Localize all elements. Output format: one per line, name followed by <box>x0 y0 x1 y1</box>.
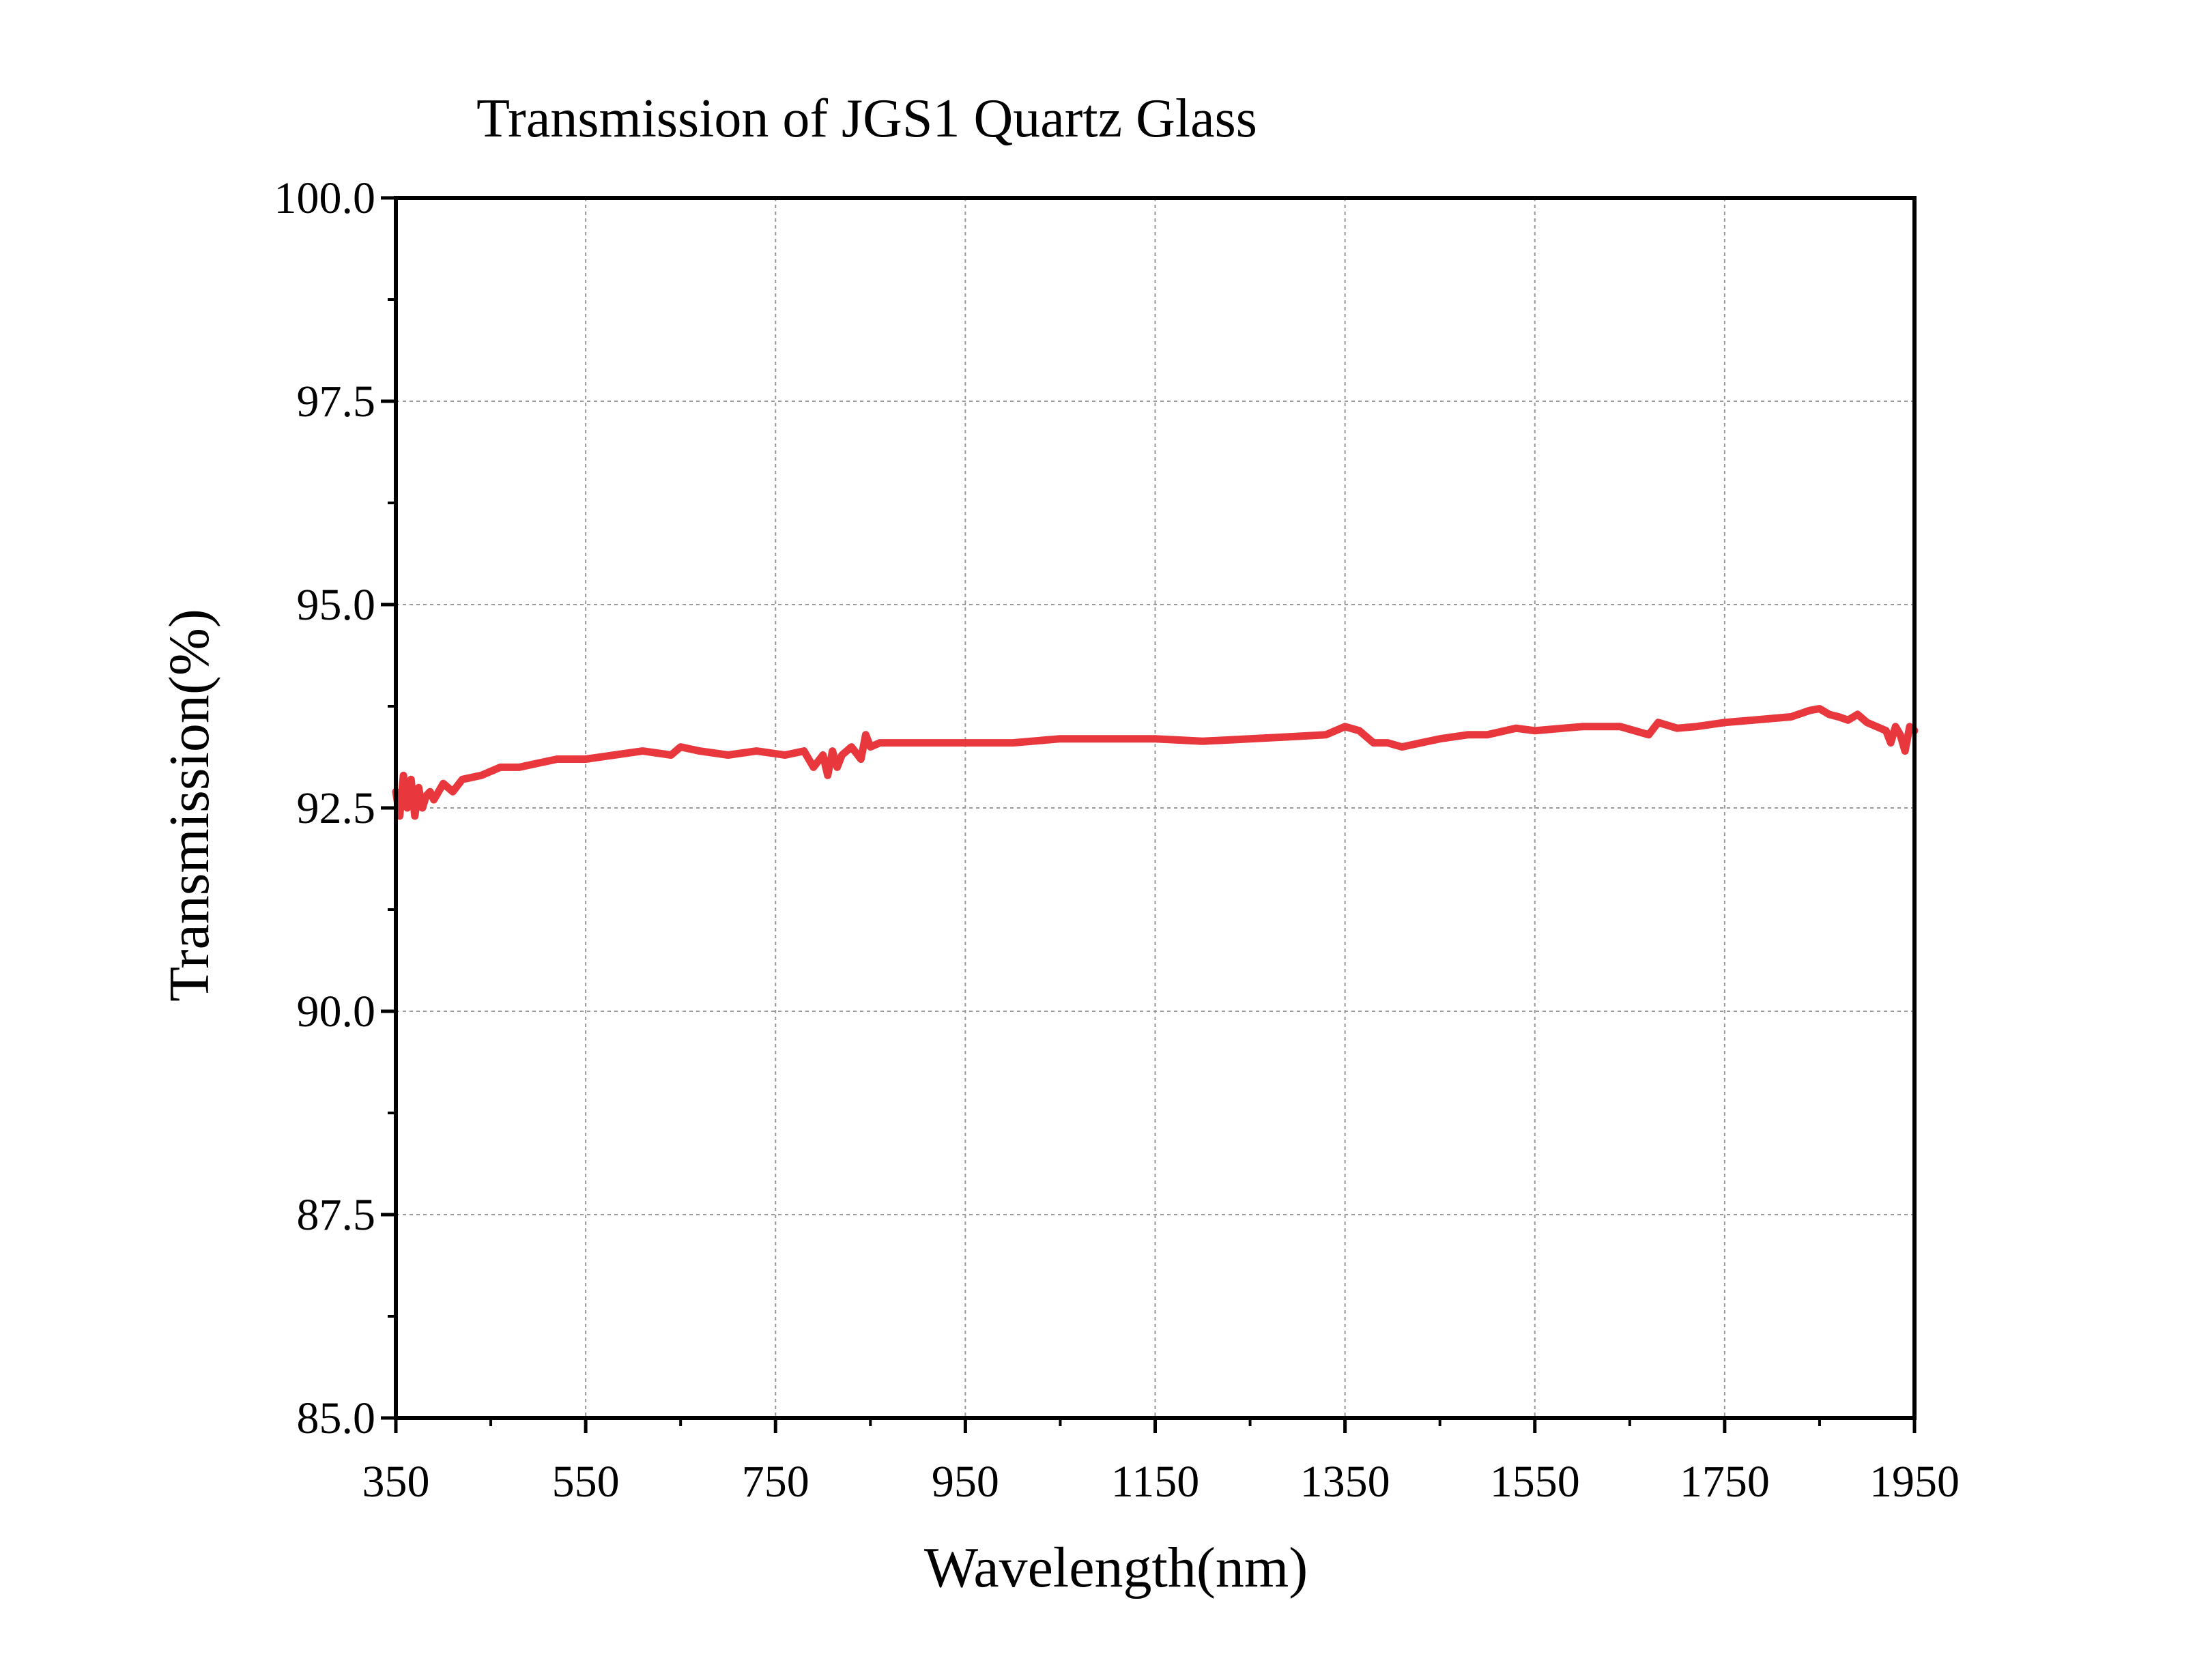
y-axis-label: Transmission(%) <box>158 609 221 1002</box>
tick-labels: 350 550 750 950 1150 1350 1550 1750 1950 85.0 87.5… <box>274 173 1960 1507</box>
y-tick-label: 100.0 <box>274 173 376 223</box>
y-tick-label: 85.0 <box>297 1393 376 1443</box>
y-tick-label: 87.5 <box>297 1190 376 1240</box>
x-tick-label: 950 <box>932 1457 999 1507</box>
x-tick-label: 1750 <box>1680 1457 1770 1507</box>
axis-ticks <box>381 196 1917 1433</box>
series-layer <box>392 705 1919 820</box>
y-tick-label: 90.0 <box>297 987 376 1037</box>
grid-lines <box>396 198 1914 1418</box>
x-tick-label: 1350 <box>1300 1457 1390 1507</box>
x-tick-label: 350 <box>362 1457 430 1507</box>
x-tick-label: 1550 <box>1490 1457 1580 1507</box>
x-tick-label: 750 <box>742 1457 809 1507</box>
series-line-transmission <box>392 705 1919 820</box>
x-tick-label: 1950 <box>1869 1457 1960 1507</box>
x-axis-label: Wavelength(nm) <box>924 1536 1308 1599</box>
x-tick-label: 1150 <box>1111 1457 1200 1507</box>
y-tick-label: 97.5 <box>297 377 376 426</box>
chart-title: Transmission of JGS1 Quartz Glass <box>476 89 1257 149</box>
y-tick-label: 95.0 <box>297 580 376 630</box>
y-tick-label: 92.5 <box>297 783 376 833</box>
x-tick-label: 550 <box>552 1457 620 1507</box>
